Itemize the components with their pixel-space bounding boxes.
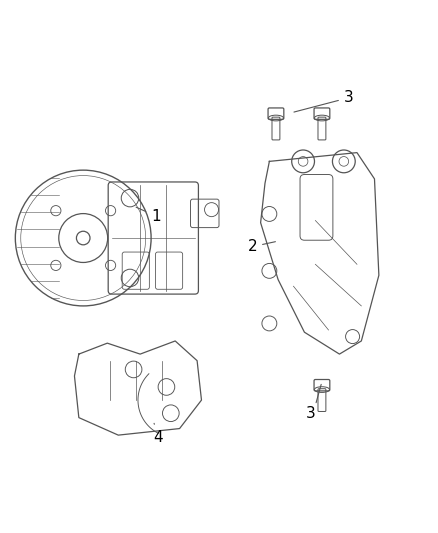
Text: 1: 1: [136, 207, 161, 223]
Text: 4: 4: [153, 423, 163, 445]
Text: 3: 3: [306, 406, 316, 421]
Text: 3: 3: [294, 90, 353, 112]
Text: 2: 2: [247, 239, 276, 254]
